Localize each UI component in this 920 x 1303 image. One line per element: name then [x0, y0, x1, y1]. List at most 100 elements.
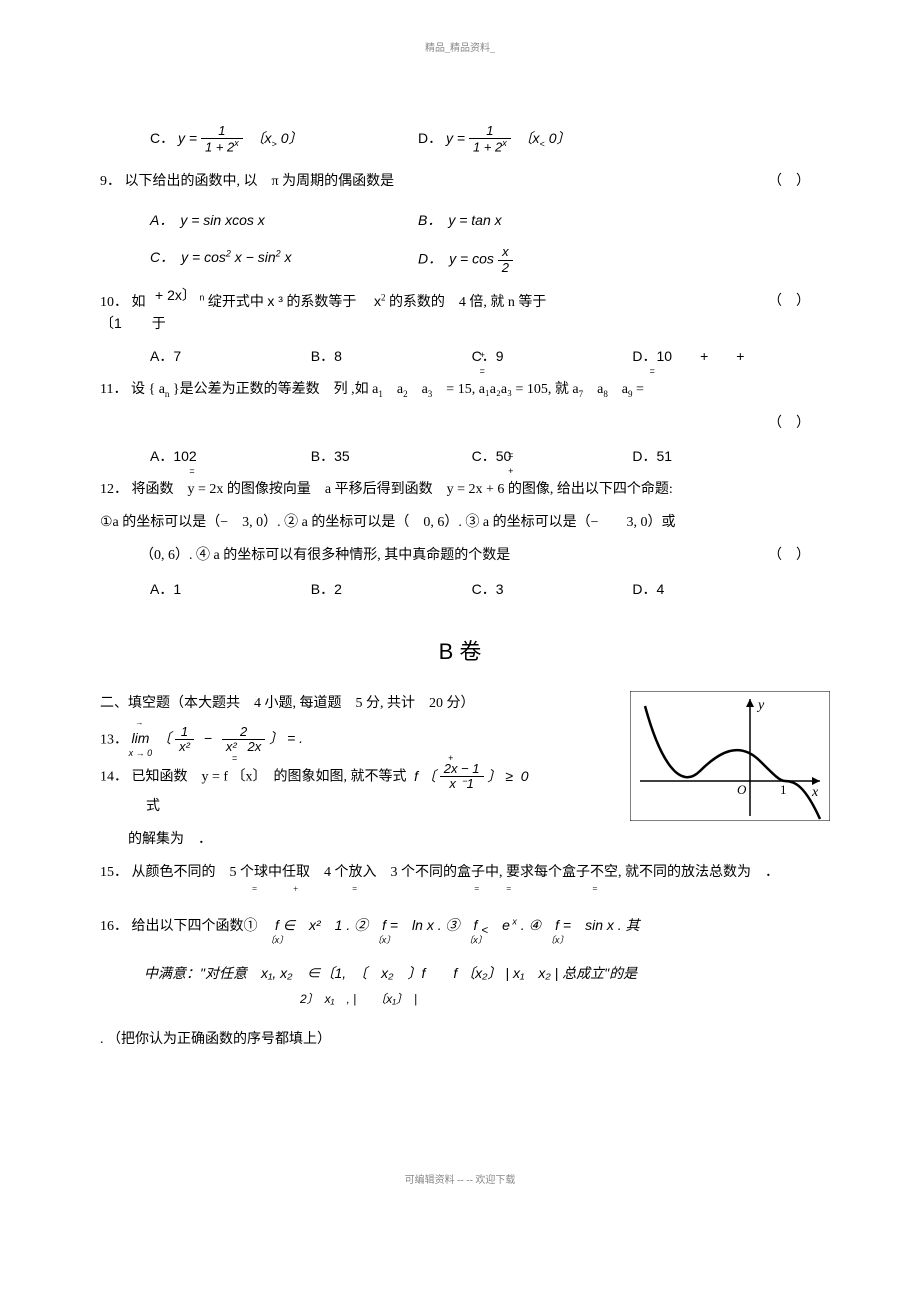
q11-opt-c: C．50= + — [472, 444, 633, 469]
q11: 11． 设 { an }是公差为正数的等差数 列 ,如 a1 a2 a3 = 1… — [100, 377, 820, 402]
denominator: x²= 2x — [222, 740, 265, 754]
eq: = 15, a₁a₂a₃ = 105, 就 a — [446, 382, 578, 397]
opt-prefix: C． y = cos — [150, 249, 226, 265]
q11-options: A．102= B．35 C．50= + D．51 — [100, 444, 820, 469]
sub: 1 — [378, 389, 383, 399]
numerator: 2x+ − −1 — [440, 762, 484, 777]
bracket-bot-row: 〔1 于 — [100, 311, 820, 336]
section-b-title: B 卷 — [100, 632, 820, 672]
q16: 16． 给出以下四个函数① f〔x〕 ∈ x² 1 . ② f〔x〕 = ln … — [100, 913, 820, 941]
fraction: 1 1 + 2x — [469, 124, 511, 155]
text-a: 设 { a — [131, 382, 165, 397]
opt-prefix: D． y = cos — [418, 251, 494, 267]
q11-num: 11． — [100, 382, 127, 397]
answer-paren: （ ） — [768, 169, 810, 194]
y-eq: y = — [178, 130, 201, 146]
fraction: 1 1 + 2x — [201, 124, 243, 155]
q15-text: 从颜色不同的 5 个球中任取 4 个放入 3 个不同的盒子中, 要求每个盒子不空… — [132, 865, 780, 880]
text-b: }是公差为正数的等差数 列 ,如 a — [169, 382, 378, 397]
fraction: 2x+ − −1 x 1 — [440, 762, 484, 792]
q16-tail: . （把你认为正确函数的序号都填上） — [100, 1027, 820, 1052]
q9-text: 以下给出的函数中, 以 π 为周期的偶函数是 — [125, 174, 395, 189]
q13-num: 13． — [100, 732, 128, 747]
exponent: x — [234, 138, 239, 148]
q12-line2b: （0, 6）. ④ a 的坐标可以有很多种情形, 其中真命题的个数是 （ ） — [100, 543, 820, 568]
rbracket: 〕 = . — [269, 730, 303, 746]
line-text: （0, 6）. ④ a 的坐标可以有很多种情形, 其中真命题的个数是 — [140, 548, 510, 563]
answer-paren: （ ） — [768, 543, 810, 568]
q15-num: 15． — [100, 865, 128, 880]
opt-label: C． — [150, 130, 174, 146]
fraction: x 2 — [498, 245, 513, 275]
arrow: x → 0 — [129, 745, 153, 761]
q9-opt-d: D． y = cos x 2 — [418, 245, 686, 275]
line-text: ①a 的坐标可以是（− 3, 0）. ② a 的坐标可以是（ 0, 6）. ③ … — [100, 515, 675, 530]
end: x — [281, 249, 292, 265]
q12-text: 将函数 y = 2x 的图像按向量 a 平移后得到函数 y = 2x + 6 的… — [132, 482, 673, 497]
q15-ops: = + = = = = — [100, 881, 820, 897]
q13: 13． → lim x → 0 〔 1 x² − 2 x²= 2x 〕 = . — [100, 725, 820, 755]
q8-options-cd: C． y = 1 1 + 2x 〔x> 0〕 D． y = 1 1 + 2x 〔… — [100, 118, 820, 161]
den-text: 1 + 2 — [473, 140, 502, 155]
frac2: 2 x²= 2x — [222, 725, 265, 755]
sub: 8 — [603, 389, 608, 399]
numerator: 1 — [201, 124, 243, 139]
numerator: x — [498, 245, 513, 260]
q11-paren-row: （ ） — [100, 411, 820, 436]
q10-options: A．7 B．8 C．9+ = D．10= + + — [100, 344, 820, 369]
q14-num: 14． — [100, 770, 128, 785]
q9-opt-a: A． y = sin xcos x — [150, 208, 418, 233]
ge: ≥ — [505, 768, 513, 784]
opt-text: A．102 — [150, 448, 197, 464]
q14: 14． 已知函数 y = f 〔x〕 的图象如图, 就不等式 f 〔 2x+ −… — [100, 762, 540, 792]
q12-opt-c: C．3 — [472, 577, 633, 602]
math-expr: y = 1 1 + 2x 〔x> 0〕 — [178, 130, 302, 146]
eqend: = — [633, 382, 644, 397]
denominator: 1 + 2x — [201, 139, 243, 155]
q12: 12． 将函数 y = 2x 的图像按向量 a 平移后得到函数 y = 2x +… — [100, 477, 820, 502]
minus: − — [204, 730, 212, 746]
answer-paren: （ ） — [768, 411, 810, 436]
sub: 7 — [579, 389, 584, 399]
den-text: 1 + 2 — [205, 140, 234, 155]
q16-line3: 2〕 x₁ , | 〔x₁〕 | — [100, 989, 820, 1011]
q10-opt-b: B．8 — [311, 344, 472, 369]
page-header: 精品_精品资料_ — [100, 40, 820, 58]
q10: 10． 如 + 2x〕 n 绽开式中 x ³ 的系数等于 x2 的系数的 4 倍… — [100, 289, 820, 336]
opt-label: D． — [418, 130, 442, 146]
opt-text: C．50 — [472, 448, 512, 464]
q10-opt-d: D．10= + + — [632, 344, 793, 369]
rb: 〕 — [487, 768, 501, 784]
frac1: 1 x² — [175, 725, 194, 755]
x2sup: 2 — [381, 292, 386, 302]
numerator: 2 — [222, 725, 265, 740]
q10-num: 10． — [100, 295, 128, 310]
mid3: 的系数的 4 倍, 就 n 等于 — [389, 295, 547, 310]
sub: 2 — [403, 389, 408, 399]
numerator: 1 — [175, 725, 194, 740]
limit-expr: → lim x → 0 〔 1 x² − 2 x²= 2x 〕 = . — [132, 730, 304, 746]
lb: 〔 — [422, 768, 436, 784]
q12-opt-a: A．1 — [150, 577, 311, 602]
page-footer: 可编辑资料 -- -- 欢迎下载 — [100, 1172, 820, 1190]
q14-text: 已知函数 y = f 〔x〕 的图象如图, 就不等式 — [132, 770, 407, 785]
denominator: 1 + 2x — [469, 139, 511, 155]
sub: 3 — [428, 389, 433, 399]
mid: 绽开式中 — [208, 295, 268, 310]
exp-n: n — [199, 292, 204, 302]
q12-options: A．1 B．2 C．3 D．4 — [100, 577, 820, 602]
denominator: x² — [175, 740, 194, 754]
fill-section: y x O 1 二、填空题（本大题共 4 小题, 每道题 5 分, 共计 20 … — [100, 691, 820, 897]
q8-opt-d: D． y = 1 1 + 2x 〔x< 0〕 — [418, 124, 686, 155]
q9-options: A． y = sin xcos x B． y = tan x C． y = co… — [100, 202, 820, 281]
q15: 15． 从颜色不同的 5 个球中任取 4 个放入 3 个不同的盒子中, 要求每个… — [100, 860, 820, 897]
q10-bracket: + 2x〕 — [155, 289, 196, 315]
q8-opt-c: C． y = 1 1 + 2x 〔x> 0〕 — [150, 124, 418, 155]
x2: x — [374, 293, 381, 309]
math-expr: y = 1 1 + 2x 〔x< 0〕 — [446, 130, 570, 146]
q12-line2a: ①a 的坐标可以是（− 3, 0）. ② a 的坐标可以是（ 0, 6）. ③ … — [100, 510, 820, 535]
numerator: 1 — [469, 124, 511, 139]
bracket-top: + 2x〕 — [155, 287, 196, 303]
answer-paren: （ ） — [768, 289, 810, 314]
f: f — [414, 768, 418, 784]
